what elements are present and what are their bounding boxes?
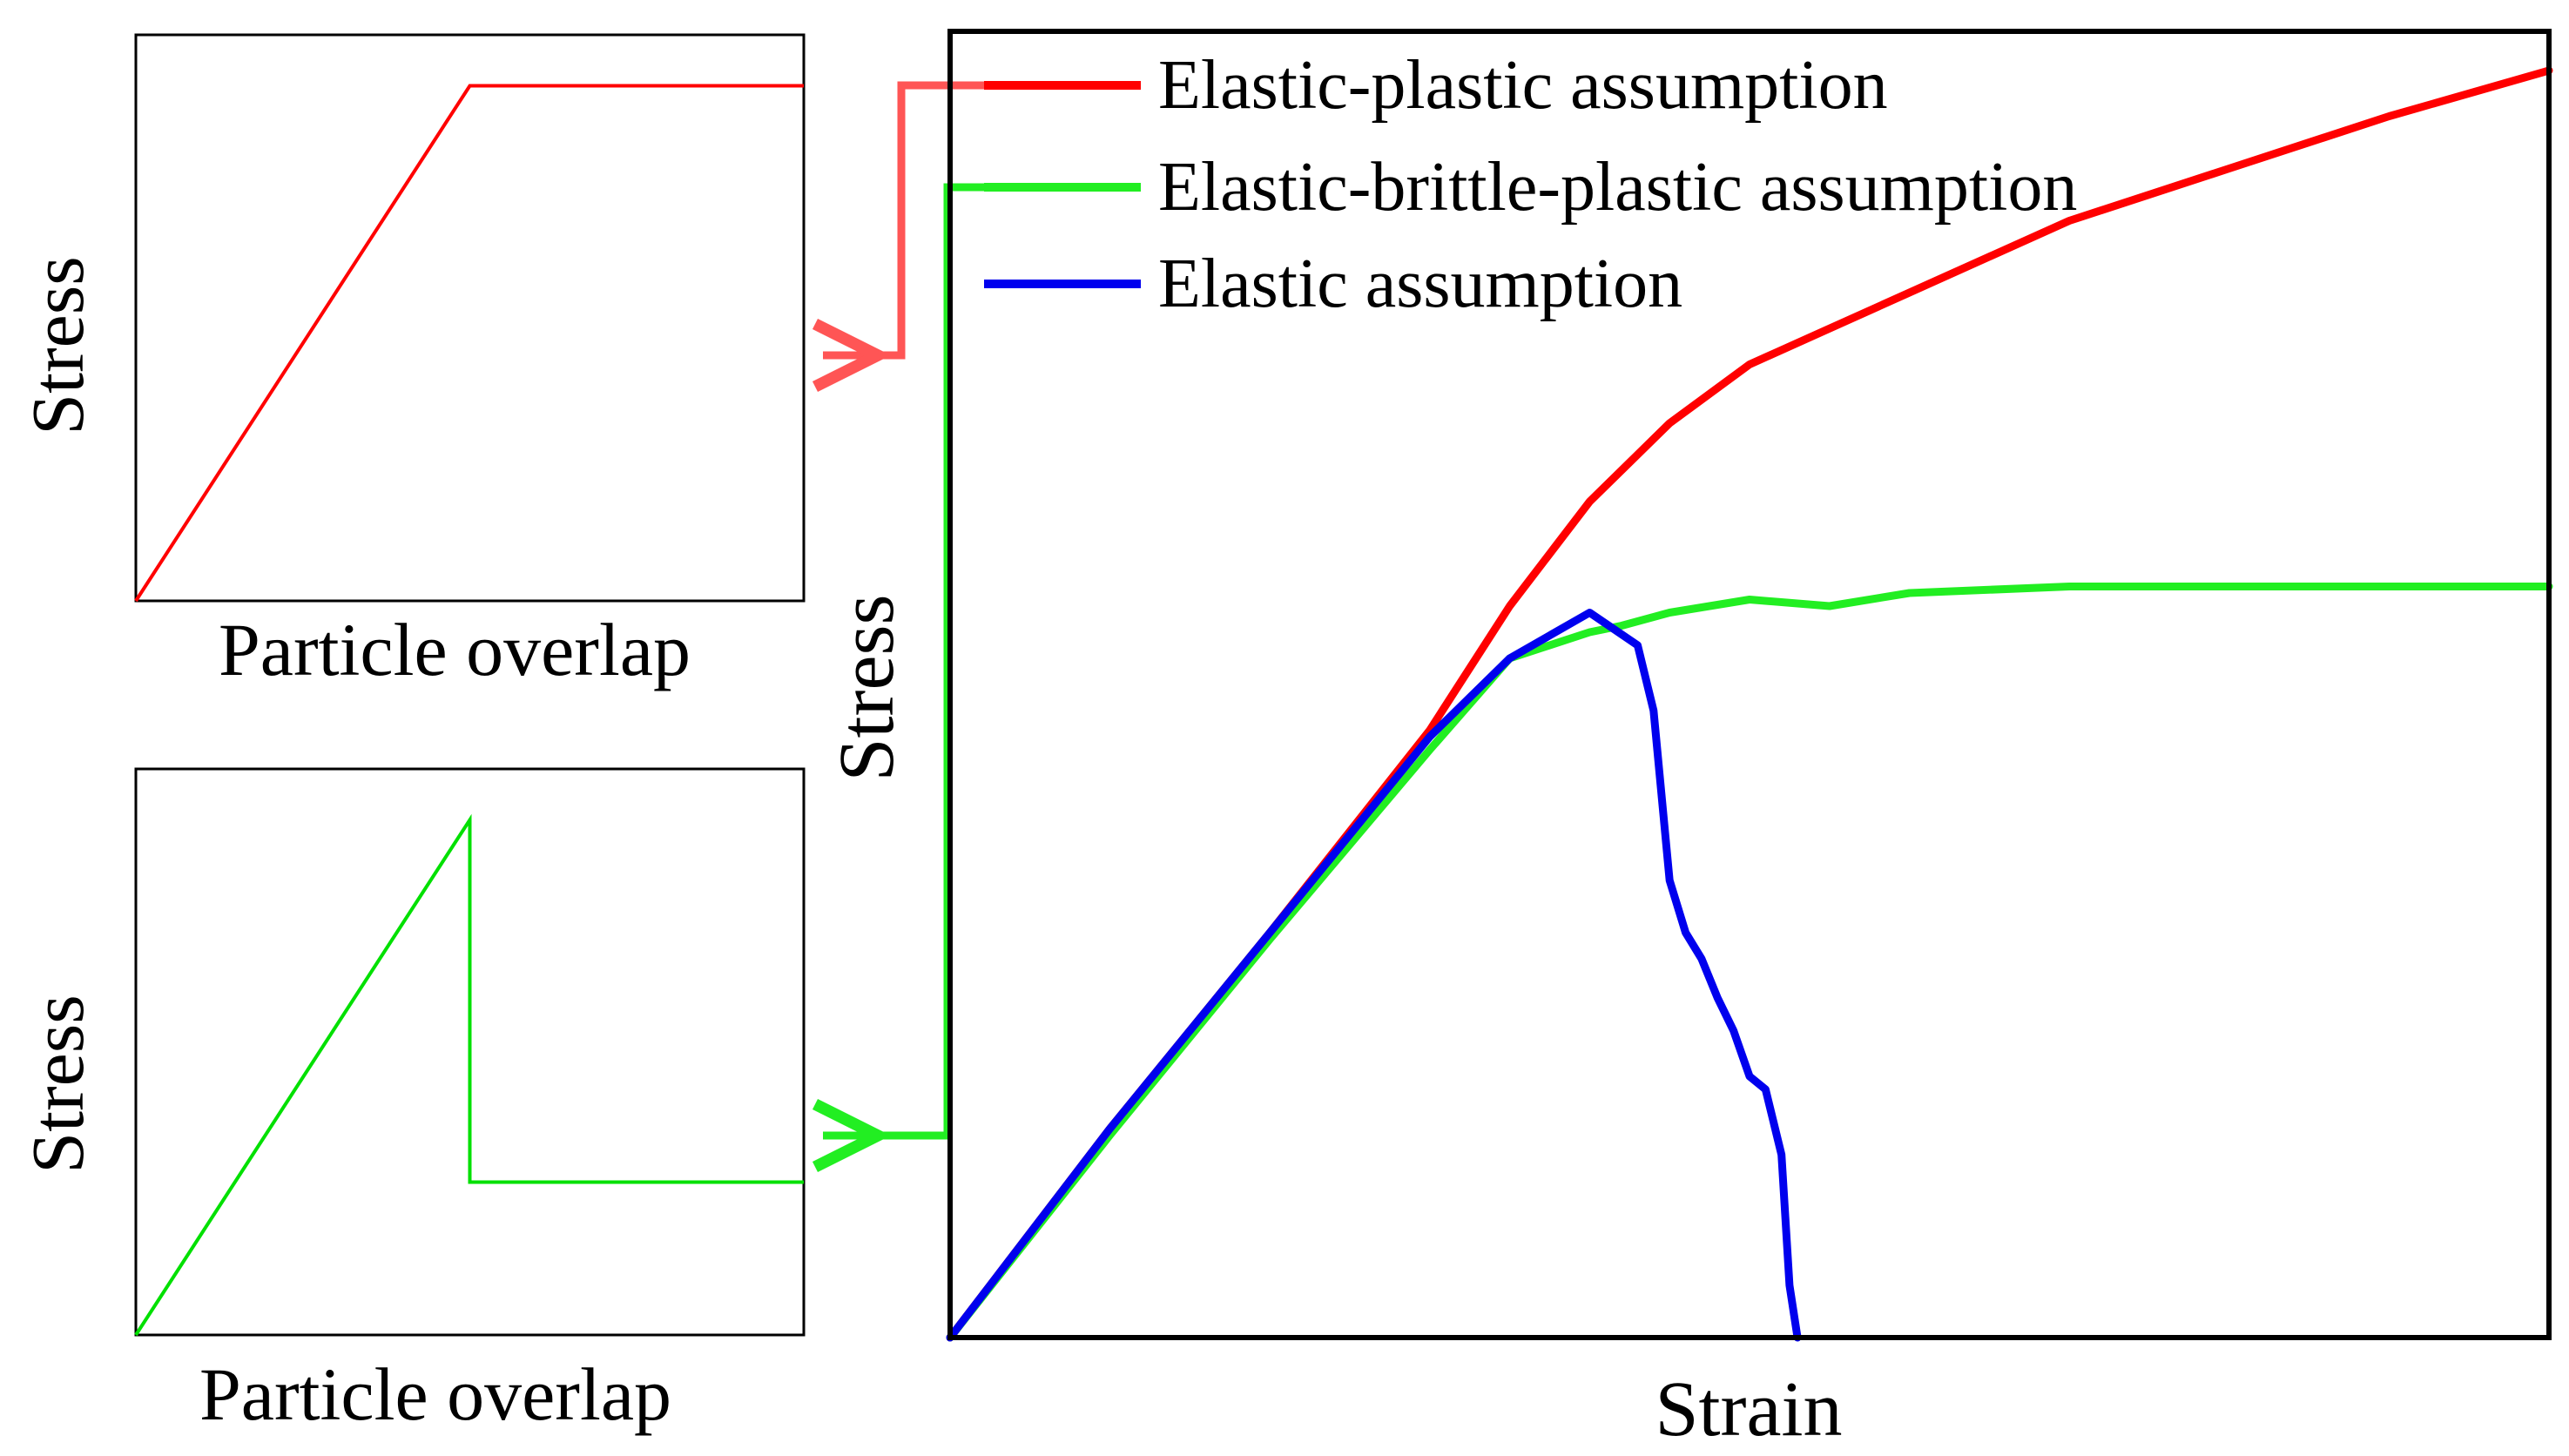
main-chart: Strain Stress Elastic-plastic assumption…	[824, 29, 2553, 1453]
series-line-brittle	[946, 583, 2553, 1342]
inset-brittle-frame	[134, 767, 806, 1337]
main-chart-frame	[947, 29, 2552, 1340]
main-chart-lines	[946, 66, 2553, 1342]
legend-label-brittle: Elastic-brittle-plastic assumption	[1158, 149, 2077, 226]
main-chart-xlabel: Strain	[1655, 1366, 1843, 1453]
legend-item-elastic: Elastic assumption	[984, 246, 1682, 322]
legend: Elastic-plastic assumption Elastic-britt…	[984, 47, 2077, 322]
series-line-elastic	[946, 609, 1802, 1342]
main-chart-ylabel: Stress	[824, 594, 910, 781]
legend-item-plastic: Elastic-plastic assumption	[984, 47, 1888, 124]
legend-label-elastic: Elastic assumption	[1158, 246, 1682, 322]
inset-brittle-ylabel: Stress	[16, 994, 99, 1173]
inset-plastic-frame	[134, 33, 806, 603]
inset-plastic: Particle overlap Stress	[16, 33, 806, 691]
inset-brittle-xlabel: Particle overlap	[199, 1352, 671, 1436]
inset-plastic-ylabel: Stress	[16, 256, 99, 435]
inset-brittle: Particle overlap Stress	[16, 767, 806, 1436]
inset-plastic-line	[134, 84, 804, 603]
connector-arrow-plastic	[823, 81, 984, 355]
legend-label-plastic: Elastic-plastic assumption	[1158, 47, 1888, 124]
inset-brittle-line	[134, 813, 804, 1337]
legend-item-brittle: Elastic-brittle-plastic assumption	[984, 149, 2077, 226]
inset-plastic-xlabel: Particle overlap	[219, 608, 691, 691]
